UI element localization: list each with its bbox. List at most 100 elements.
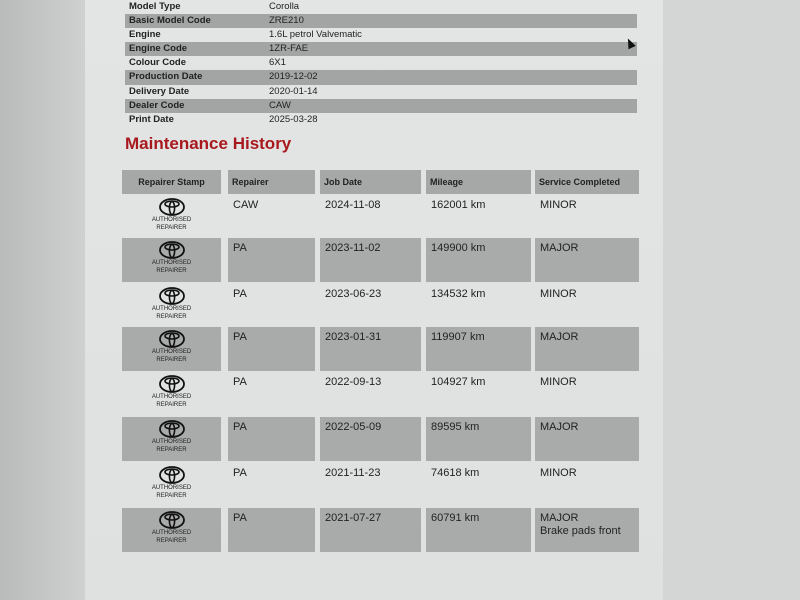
repairer-stamp: AUTHORISED REPAIRER (122, 463, 221, 507)
info-label: Dealer Code (129, 99, 185, 111)
column-header: Repairer Stamp (122, 170, 221, 194)
repairer-stamp: AUTHORISED REPAIRER (122, 508, 221, 552)
stamp-text: AUTHORISED (151, 439, 192, 445)
service-type: MINOR (540, 376, 577, 388)
mileage-cell: 134532 km (431, 288, 486, 300)
info-label: Production Date (129, 71, 203, 83)
info-row: Print Date 2025-03-28 (125, 113, 637, 127)
info-row: Model Type Corolla (125, 0, 637, 14)
info-value: 6X1 (269, 57, 286, 69)
info-label: Model Type (129, 1, 181, 12)
info-value: 1.6L petrol Valvematic (269, 29, 362, 41)
stamp-text: REPAIRER (156, 225, 187, 231)
info-value: 1ZR-FAE (269, 43, 309, 55)
service-type: MAJOR (540, 512, 579, 524)
stamp-text: AUTHORISED (151, 306, 192, 312)
job-date-cell: 2023-01-31 (320, 327, 421, 371)
job-date-cell: 2021-11-23 (325, 467, 381, 479)
mileage-cell: 74618 km (431, 467, 480, 479)
stamp-text: REPAIRER (156, 268, 187, 274)
info-label: Print Date (129, 113, 174, 125)
service-cell: MAJOR (535, 417, 639, 461)
stamp-text: REPAIRER (156, 402, 187, 408)
column-header: Mileage (426, 170, 531, 194)
stamp-text: AUTHORISED (151, 349, 192, 355)
repairer-cell: PA (228, 327, 315, 371)
job-date-cell: 2021-07-27 (320, 508, 421, 552)
service-cell: MAJOR (535, 327, 639, 371)
toyota-logo-icon (158, 375, 185, 393)
repairer-stamp: AUTHORISED REPAIRER (122, 195, 221, 239)
info-row: Delivery Date 2020-01-14 (125, 85, 637, 99)
repairer-cell: PA (233, 467, 247, 479)
stamp-text: REPAIRER (156, 447, 187, 453)
repairer-cell: PA (228, 238, 315, 282)
service-cell: MINOR (535, 195, 639, 239)
stamp-text: AUTHORISED (151, 530, 192, 536)
mileage-cell: 162001 km (431, 199, 486, 211)
info-value: 2019-12-02 (269, 71, 318, 83)
job-date-cell: 2022-09-13 (325, 376, 382, 388)
info-row: Dealer Code CAW (125, 98, 637, 113)
info-label: Engine Code (129, 43, 188, 55)
info-value: 2020-01-14 (269, 85, 318, 97)
column-header: Job Date (320, 170, 421, 194)
repairer-cell: PA (233, 288, 247, 300)
info-value: 2025-03-28 (269, 113, 318, 125)
repairer-stamp: AUTHORISED REPAIRER (122, 417, 221, 461)
toyota-logo-icon (158, 198, 185, 216)
stamp-text: REPAIRER (156, 538, 187, 544)
info-label: Engine (129, 29, 161, 41)
job-date-cell: 2023-11-02 (320, 238, 421, 282)
service-cell: MINOR (535, 372, 639, 416)
info-row: Engine 1.6L petrol Valvematic (125, 28, 637, 42)
toyota-logo-icon (158, 511, 185, 529)
job-date-cell: 2024-11-08 (325, 199, 381, 211)
info-value: ZRE210 (269, 15, 304, 27)
column-header: Service Completed (535, 170, 639, 194)
service-cell: MINOR (535, 463, 639, 507)
info-label: Colour Code (129, 57, 186, 69)
info-label: Basic Model Code (129, 15, 211, 27)
mileage-cell: 60791 km (426, 508, 531, 552)
service-type: MINOR (540, 199, 577, 211)
service-type: MINOR (540, 288, 577, 300)
section-title: Maintenance History (125, 134, 292, 153)
mileage-cell: 119907 km (426, 327, 531, 371)
repairer-cell: PA (233, 376, 247, 388)
toyota-logo-icon (158, 287, 185, 305)
vehicle-info-table: Model Type Corolla Basic Model Code ZRE210 E… (125, 0, 637, 127)
mileage-cell: 89595 km (426, 417, 531, 461)
stamp-text: AUTHORISED (151, 260, 192, 266)
toyota-logo-icon (158, 466, 185, 484)
stamp-text: REPAIRER (156, 314, 187, 320)
repairer-cell: PA (228, 417, 315, 461)
repairer-stamp: AUTHORISED REPAIRER (122, 372, 221, 416)
service-type: MAJOR (540, 242, 579, 254)
service-type: MAJOR (540, 421, 579, 433)
info-row: Basic Model Code ZRE210 (125, 14, 637, 29)
repairer-stamp: AUTHORISED REPAIRER (122, 284, 221, 328)
service-type: MINOR (540, 467, 577, 479)
toyota-logo-icon (158, 420, 185, 438)
service-cell: MINOR (535, 284, 639, 328)
stamp-text: AUTHORISED (151, 485, 192, 491)
stamp-text: REPAIRER (156, 357, 187, 363)
mileage-cell: 104927 km (431, 376, 486, 388)
mileage-cell: 149900 km (426, 238, 531, 282)
job-date-cell: 2022-05-09 (320, 417, 421, 461)
info-label: Delivery Date (129, 85, 190, 97)
service-note: Brake pads front (540, 525, 621, 537)
column-header: Repairer (228, 170, 315, 194)
info-row: Colour Code 6X1 (125, 56, 637, 70)
repairer-cell: PA (228, 508, 315, 552)
background-right (663, 0, 800, 600)
stamp-text: REPAIRER (156, 493, 187, 499)
service-cell: MAJOR (535, 238, 639, 282)
toyota-logo-icon (158, 330, 185, 348)
job-date-cell: 2023-06-23 (325, 288, 382, 300)
repairer-stamp: AUTHORISED REPAIRER (122, 238, 221, 282)
info-value: Corolla (269, 1, 300, 12)
info-value: CAW (269, 99, 291, 111)
repairer-stamp: AUTHORISED REPAIRER (122, 327, 221, 371)
